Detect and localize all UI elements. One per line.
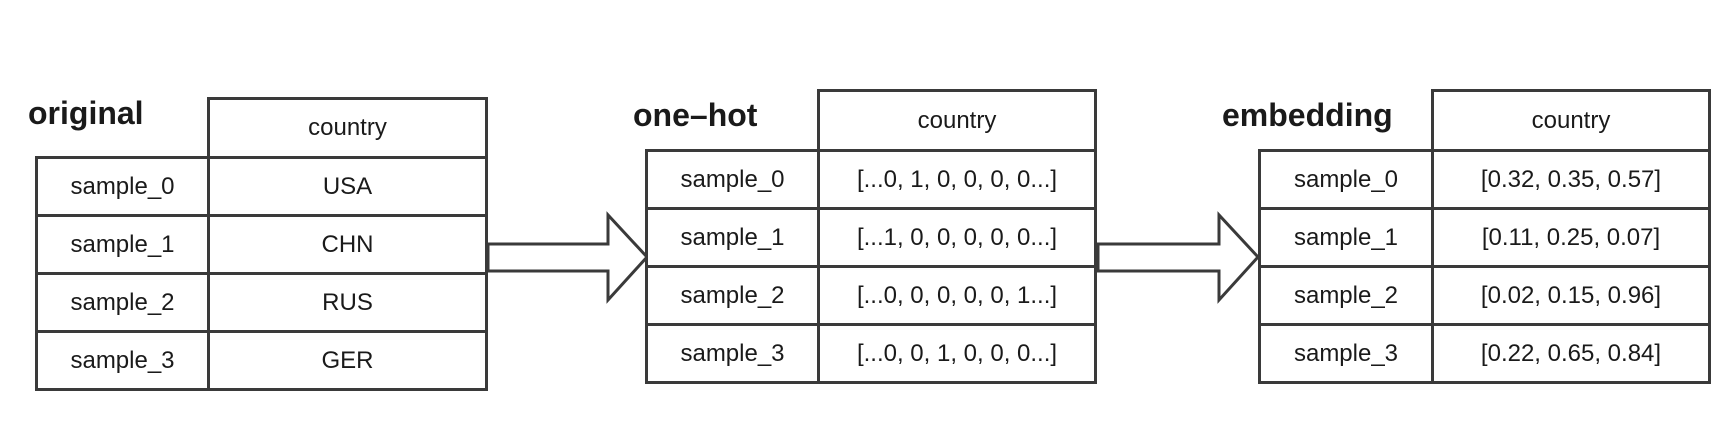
header-country-embedding: country <box>1431 89 1711 152</box>
row-value: [...0, 0, 1, 0, 0, 0...] <box>817 323 1097 384</box>
row-label: sample_0 <box>1258 149 1434 210</box>
row-label: sample_2 <box>645 265 820 326</box>
row-value: [0.22, 0.65, 0.84] <box>1431 323 1711 384</box>
header-country-onehot: country <box>817 89 1097 152</box>
row-value: [0.11, 0.25, 0.07] <box>1431 207 1711 268</box>
row-value: GER <box>207 330 488 391</box>
row-value: [0.32, 0.35, 0.57] <box>1431 149 1711 210</box>
header-country-original: country <box>207 97 488 159</box>
row-value: [...0, 0, 0, 0, 0, 1...] <box>817 265 1097 326</box>
row-label: sample_0 <box>645 149 820 210</box>
row-value: CHN <box>207 214 488 275</box>
panel-title-embedding: embedding <box>1222 97 1393 133</box>
row-label: sample_1 <box>645 207 820 268</box>
row-label: sample_1 <box>1258 207 1434 268</box>
row-value: [...1, 0, 0, 0, 0, 0...] <box>817 207 1097 268</box>
row-value: [0.02, 0.15, 0.96] <box>1431 265 1711 326</box>
panel-title-onehot: one–hot <box>633 97 758 133</box>
row-label: sample_3 <box>1258 323 1434 384</box>
row-label: sample_3 <box>35 330 210 391</box>
panel-title-original: original <box>28 95 144 131</box>
row-label: sample_2 <box>1258 265 1434 326</box>
row-value: RUS <box>207 272 488 333</box>
row-label: sample_2 <box>35 272 210 333</box>
row-value: [...0, 1, 0, 0, 0, 0...] <box>817 149 1097 210</box>
row-label: sample_3 <box>645 323 820 384</box>
